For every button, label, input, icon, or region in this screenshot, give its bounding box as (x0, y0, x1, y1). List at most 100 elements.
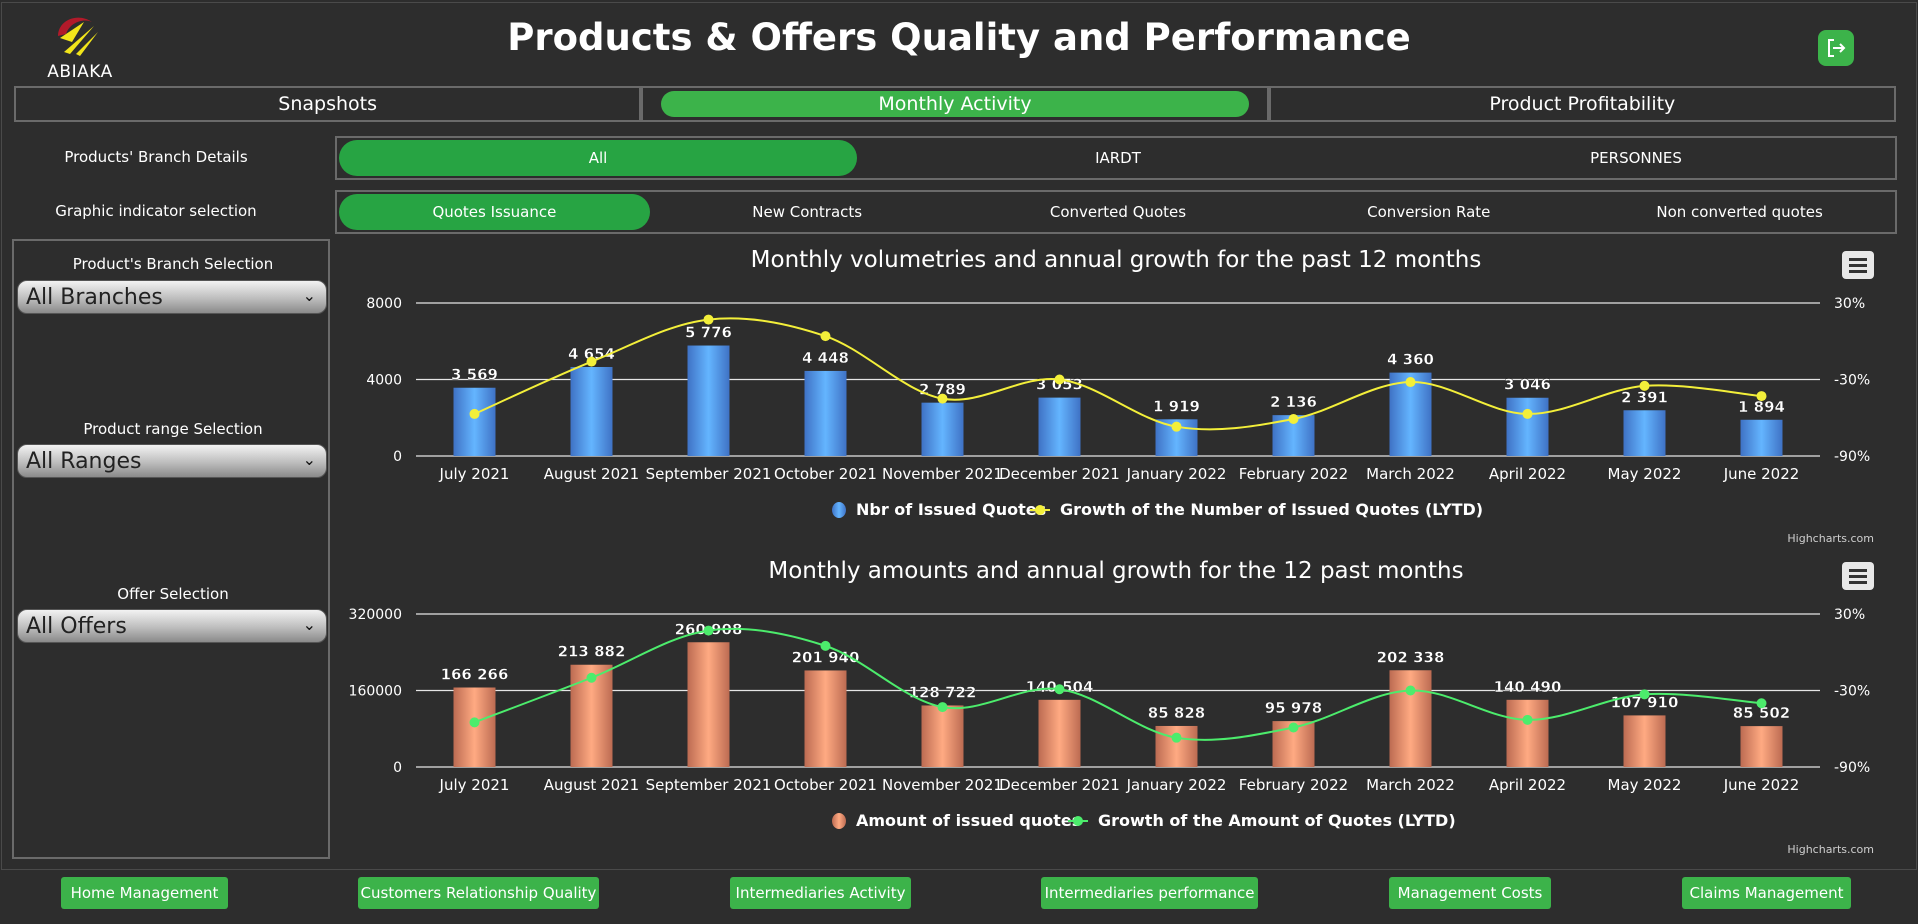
line-point (937, 393, 948, 404)
bar (1389, 670, 1432, 767)
bar (1623, 715, 1666, 767)
x-axis-tick-label: April 2022 (1489, 465, 1566, 483)
y-axis-tick-label: 0 (393, 449, 402, 465)
y2-axis-tick-label: 30% (1834, 296, 1865, 312)
line-point (1405, 685, 1416, 696)
logo-text: ABIAKA (47, 62, 113, 82)
bar (453, 387, 496, 456)
range-select[interactable]: All Ranges ⌄ (17, 444, 327, 478)
x-axis-tick-label: June 2022 (1723, 776, 1800, 794)
line-point (1639, 380, 1650, 391)
offer-select[interactable]: All Offers ⌄ (17, 609, 327, 643)
page-title: Products & Offers Quality and Performanc… (507, 16, 1411, 59)
range-selection-label: Product range Selection (83, 420, 263, 438)
branch-option-all[interactable]: All (339, 140, 857, 176)
data-label: 3 569 (451, 366, 498, 384)
nav-customers-relationship-quality[interactable]: Customers Relationship Quality (358, 877, 599, 909)
data-label: 2 136 (1270, 393, 1317, 411)
data-label: 213 882 (558, 643, 626, 661)
tab-monthly-activity[interactable]: Monthly Activity (641, 86, 1269, 122)
data-label: 140 490 (1494, 678, 1562, 696)
nav-home-management[interactable]: Home Management (61, 877, 228, 909)
data-label: 2 391 (1621, 388, 1668, 406)
x-axis-tick-label: September 2021 (646, 776, 772, 794)
charts-panel: Monthly volumetries and annual growth fo… (336, 239, 1896, 859)
y-axis-tick-label: 320000 (349, 607, 402, 623)
x-axis-tick-label: July 2021 (439, 465, 510, 483)
bar (804, 370, 847, 456)
x-axis-tick-label: June 2022 (1723, 465, 1800, 483)
offer-select-value: All Offers (26, 613, 127, 639)
y2-axis-tick-label: -30% (1834, 373, 1870, 389)
line-point (1054, 684, 1065, 695)
line-point (1288, 414, 1299, 425)
nav-management-costs[interactable]: Management Costs (1389, 877, 1551, 909)
active-tab-highlight (661, 91, 1249, 117)
chart-credits: Highcharts.com (1787, 843, 1874, 856)
legend-item: Growth of the Number of Issued Quotes (L… (1060, 500, 1483, 519)
line-point (820, 331, 831, 342)
nav-claims-management[interactable]: Claims Management (1682, 877, 1851, 909)
branch-details-label: Products' Branch Details (64, 148, 248, 166)
nav-intermediaries-activity[interactable]: Intermediaries Activity (730, 877, 911, 909)
x-axis-tick-label: December 2021 (999, 776, 1120, 794)
tab-product-profitability[interactable]: Product Profitability (1268, 86, 1896, 122)
bar (687, 345, 730, 456)
data-label: 85 828 (1148, 704, 1205, 722)
chevron-down-icon: ⌄ (302, 615, 316, 634)
legend-item: Amount of issued quotes (856, 811, 1081, 830)
line-point (469, 717, 480, 728)
range-select-value: All Ranges (26, 448, 142, 474)
y2-axis-tick-label: -30% (1834, 684, 1870, 700)
logout-button[interactable] (1818, 30, 1854, 66)
line-point (1756, 391, 1767, 402)
filter-sidebar: Product's Branch Selection All Branches … (12, 239, 330, 859)
indicator-quotes-issuance[interactable]: Quotes Issuance (339, 194, 650, 230)
x-axis-tick-label: March 2022 (1366, 776, 1455, 794)
data-label: 85 502 (1733, 704, 1790, 722)
abiaka-logo: ABIAKA (40, 8, 120, 86)
branch-selection-label: Product's Branch Selection (72, 255, 274, 273)
tab-label: Snapshots (278, 93, 378, 115)
data-label: 128 722 (909, 683, 977, 701)
branch-option-personnes[interactable]: PERSONNES (1590, 149, 1682, 167)
x-axis-tick-label: November 2021 (882, 465, 1003, 483)
indicator-non-converted-quotes[interactable]: Non converted quotes (1656, 203, 1823, 221)
x-axis-tick-label: February 2022 (1239, 465, 1348, 483)
line-point (1522, 408, 1533, 419)
line-point (1054, 374, 1065, 385)
branch-select[interactable]: All Branches ⌄ (17, 280, 327, 314)
branch-select-value: All Branches (26, 284, 163, 310)
bar (1740, 726, 1783, 767)
y2-axis-tick-label: -90% (1834, 760, 1870, 776)
legend-item: Nbr of Issued Quotes (856, 500, 1046, 519)
data-label: 1 894 (1738, 398, 1785, 416)
indicator-new-contracts[interactable]: New Contracts (752, 203, 863, 221)
chart-menu-button[interactable] (1842, 562, 1874, 590)
tab-snapshots[interactable]: Snapshots (14, 86, 642, 122)
line-point (937, 702, 948, 713)
line-point (1639, 689, 1650, 700)
x-axis-tick-label: January 2022 (1126, 776, 1227, 794)
chart-title: Monthly amounts and annual growth for th… (768, 558, 1463, 584)
nav-intermediaries-performance[interactable]: Intermediaries performance (1041, 877, 1258, 909)
x-axis-tick-label: January 2022 (1126, 465, 1227, 483)
chart-menu-button[interactable] (1842, 251, 1874, 279)
legend-line-marker (1035, 505, 1045, 515)
indicator-converted-quotes[interactable]: Converted Quotes (1049, 203, 1187, 221)
x-axis-tick-label: May 2022 (1608, 776, 1682, 794)
y-axis-tick-label: 8000 (366, 296, 402, 312)
line-point (586, 672, 597, 683)
branch-option-iardt[interactable]: IARDT (1095, 149, 1141, 167)
bar (1740, 419, 1783, 456)
main-tabs: Snapshots Monthly Activity Product Profi… (14, 86, 1896, 122)
data-label: 202 338 (1377, 648, 1445, 666)
y2-axis-tick-label: 30% (1834, 607, 1865, 623)
data-label: 4 360 (1387, 351, 1434, 369)
bar (1038, 699, 1081, 767)
line-point (469, 408, 480, 419)
offer-selection-label: Offer Selection (117, 585, 229, 603)
y2-axis-tick-label: -90% (1834, 449, 1870, 465)
app-frame (1, 2, 1917, 870)
indicator-conversion-rate[interactable]: Conversion Rate (1367, 203, 1491, 221)
